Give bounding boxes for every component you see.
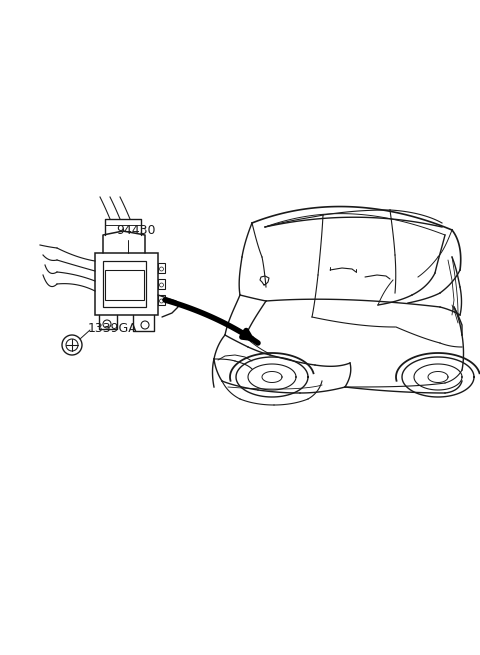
- Bar: [95, 253, 158, 315]
- Bar: [158, 263, 165, 273]
- Bar: [103, 261, 146, 307]
- Bar: [158, 295, 165, 305]
- Bar: [158, 279, 165, 289]
- Text: 94430: 94430: [116, 224, 156, 237]
- Bar: [105, 270, 144, 300]
- Text: 1339GA: 1339GA: [88, 322, 138, 335]
